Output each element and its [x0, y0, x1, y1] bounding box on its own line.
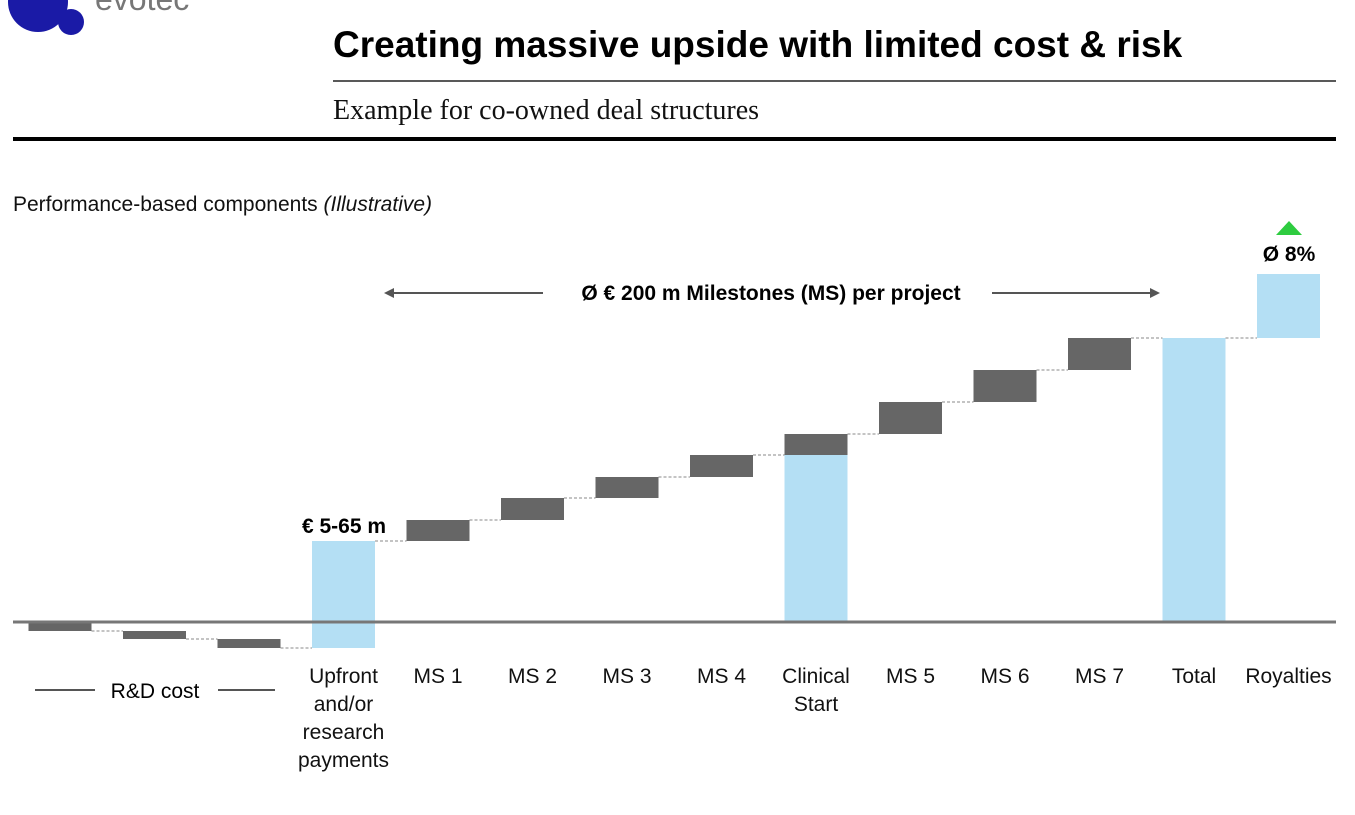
x-tick-label: MS 1	[413, 665, 463, 688]
royalties-annotation: Ø 8%	[1263, 243, 1316, 266]
bar	[312, 541, 375, 648]
bar	[973, 370, 1037, 402]
bar	[690, 455, 753, 477]
arrow-head	[1150, 288, 1160, 298]
x-tick-label: Total	[1171, 665, 1217, 688]
subtotal-bar	[784, 455, 848, 622]
bar	[406, 520, 470, 541]
bar	[217, 639, 281, 648]
x-tick-label: MS 4	[696, 665, 746, 688]
logo-circle	[58, 9, 84, 35]
bar	[123, 631, 186, 639]
title: Creating massive upside with limited cos…	[333, 24, 1183, 65]
bar	[501, 498, 564, 520]
upfront-annotation: € 5-65 m	[302, 515, 386, 538]
bar	[595, 477, 659, 498]
royalties-marker	[1276, 221, 1302, 235]
subtitle: Example for co-owned deal structures	[333, 95, 759, 126]
x-tick-label: Royalties	[1245, 665, 1332, 688]
x-tick-label: MS 5	[885, 665, 935, 688]
x-tick-label: Clinical Start	[782, 665, 850, 716]
chart-title: Performance-based components (Illustrati…	[13, 193, 432, 216]
logo-circle	[8, 0, 68, 32]
bar	[879, 402, 942, 434]
bar	[1162, 338, 1226, 622]
x-tick-label: MS 6	[980, 665, 1030, 688]
bar	[1068, 338, 1131, 370]
logo-text: evotec	[95, 0, 189, 17]
bar	[784, 434, 848, 455]
x-tick-label: MS 2	[507, 665, 557, 688]
x-tick-label: MS 7	[1074, 665, 1124, 688]
bar	[28, 622, 92, 631]
milestones-annotation: Ø € 200 m Milestones (MS) per project	[581, 282, 960, 305]
group-label: R&D cost	[111, 680, 200, 703]
x-tick-label: Upfront and/or research payments	[297, 665, 390, 772]
bar	[1257, 274, 1320, 338]
arrow-head	[384, 288, 394, 298]
x-tick-label: MS 3	[602, 665, 652, 688]
